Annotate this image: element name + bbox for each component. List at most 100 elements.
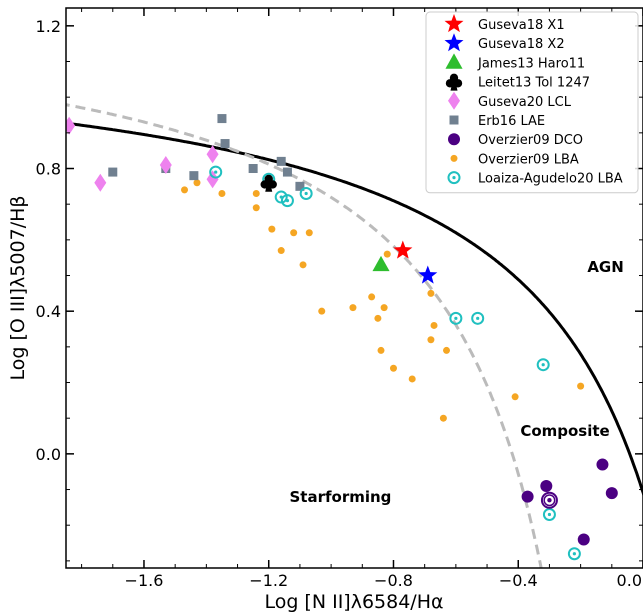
- point-overzier09-lba-18: [427, 289, 435, 297]
- x-tick-label: −0.4: [499, 571, 538, 590]
- point-overzier09-lba-15: [377, 346, 385, 354]
- point-loaiza-agudelo20-lba-4: [299, 186, 313, 200]
- point-overzier09-lba-7: [290, 229, 298, 237]
- point-erb16-lae-8: [295, 181, 305, 191]
- y-axis-title: Log [O III]λ5007/Hβ: [7, 195, 29, 380]
- point-erb16-lae-6: [276, 156, 286, 166]
- point-overzier09-lba-10: [318, 307, 326, 315]
- legend-label: Guseva18 X1: [478, 18, 565, 33]
- point-erb16-lae-3: [217, 114, 227, 124]
- point-guseva20-lcl-0: [66, 116, 76, 135]
- point-guseva20-lcl-3: [206, 145, 219, 164]
- point-overzier09-lba-11: [349, 304, 357, 312]
- legend-item: Loaiza-Agudelo20 LBA: [447, 171, 623, 187]
- legend-item: Guseva20 LCL: [448, 91, 572, 110]
- point-overzier09-lba-21: [443, 346, 451, 354]
- point-overzier09-lba-4: [252, 204, 260, 212]
- point-overzier09-lba-23: [383, 250, 391, 258]
- legend-marker: [448, 91, 460, 110]
- point-guseva18-x2-0: [418, 265, 438, 284]
- region-label-starforming: Starforming: [290, 488, 392, 506]
- legend-marker: [449, 115, 459, 125]
- point-overzier09-dco-4: [605, 487, 618, 500]
- legend-marker: [450, 154, 458, 162]
- point-overzier09-lba-17: [408, 375, 416, 383]
- legend-label: Guseva20 LCL: [478, 95, 572, 110]
- legend-item: Overzier09 DCO: [448, 133, 583, 148]
- legend-item: Overzier09 LBA: [450, 152, 579, 167]
- y-tick-label: 1.2: [36, 17, 61, 36]
- point-overzier09-lba-3: [252, 189, 260, 197]
- legend-label: Leitet13 Tol 1247: [478, 76, 590, 91]
- point-overzier09-lba-2: [218, 189, 226, 197]
- point-loaiza-agudelo20-lba-9: [567, 547, 581, 561]
- point-erb16-lae-2: [189, 171, 199, 181]
- point-loaiza-agudelo20-lba-3: [280, 194, 294, 208]
- point-erb16-lae-4: [220, 139, 230, 149]
- curve-kauffmann: [66, 103, 543, 568]
- point-overzier09-lba-9: [299, 261, 307, 269]
- point-overzier09-lba-13: [374, 314, 382, 322]
- point-loaiza-agudelo20-lba-6: [471, 311, 485, 325]
- point-overzier09-lba-16: [389, 364, 397, 372]
- point-overzier09-lba-12: [368, 293, 376, 301]
- point-overzier09-lba-1: [193, 179, 201, 187]
- region-labels: AGN Composite Starforming: [290, 258, 624, 506]
- x-tick-label: 0.0: [617, 571, 642, 590]
- legend-label: Loaiza-Agudelo20 LBA: [478, 172, 623, 187]
- point-guseva20-lcl-2: [159, 155, 172, 174]
- point-overzier09-dco-0: [521, 490, 534, 503]
- point-overzier09-dco-3: [596, 458, 609, 471]
- point-loaiza-agudelo20-lba-0: [209, 165, 223, 179]
- point-overzier09-dco-1: [540, 479, 553, 492]
- point-overzier09-lba-5: [268, 225, 276, 233]
- legend-marker: [445, 53, 463, 69]
- point-guseva20-lcl-1: [94, 173, 107, 192]
- point-loaiza-agudelo20-lba-8: [542, 507, 556, 521]
- axes: −1.6 −1.2 −0.8 −0.4 0.0 0.0 0.4 0.8 1.2: [36, 7, 643, 590]
- region-label-agn: AGN: [587, 258, 623, 276]
- point-guseva20-lcl-4: [206, 170, 219, 189]
- point-erb16-lae-7: [282, 167, 292, 177]
- legend: Guseva18 X1 Guseva18 X2 James13 Haro11 Leit…: [425, 11, 639, 194]
- y-tick-label: 0.8: [36, 160, 61, 179]
- legend-marker: [444, 14, 464, 33]
- legend-label: Erb16 LAE: [478, 114, 545, 129]
- point-loaiza-agudelo20-lba-5: [449, 311, 463, 325]
- region-label-composite: Composite: [520, 422, 609, 440]
- boundary-curves: [66, 103, 643, 568]
- y-tick-label: 0.4: [36, 302, 61, 321]
- curve-kewley: [66, 121, 643, 498]
- scatter-points: [66, 114, 618, 561]
- legend-marker: [444, 33, 464, 52]
- point-leitet13-tol-1247-0: [260, 174, 277, 192]
- point-overzier09-lba-25: [577, 382, 585, 390]
- x-tick-label: −1.2: [249, 571, 288, 590]
- point-overzier09-lba-0: [181, 186, 189, 194]
- x-tick-label: −1.6: [125, 571, 164, 590]
- x-axis-title: Log [N II]λ6584/Hα: [264, 591, 443, 613]
- legend-marker: [445, 73, 463, 91]
- point-overzier09-lba-19: [430, 321, 438, 329]
- legend-item: Guseva18 X2: [444, 33, 565, 52]
- point-overzier09-lba-8: [305, 229, 313, 237]
- point-overzier09-lba-22: [439, 414, 447, 422]
- point-james13-haro11-0: [372, 255, 390, 272]
- y-tick-label: 0.0: [36, 445, 61, 464]
- point-overzier09-lba-6: [277, 247, 285, 255]
- legend-label: Guseva18 X2: [478, 37, 565, 52]
- point-guseva18-x1-0: [393, 240, 413, 259]
- point-overzier09-lba-20: [427, 336, 435, 344]
- point-overzier09-lba-24: [511, 393, 519, 401]
- point-erb16-lae-5: [248, 164, 258, 174]
- legend-box: [425, 11, 639, 194]
- legend-item: Leitet13 Tol 1247: [445, 73, 590, 91]
- legend-item: Erb16 LAE: [449, 114, 545, 129]
- legend-label: Overzier09 LBA: [478, 152, 579, 167]
- point-overzier09-lba-14: [380, 304, 388, 312]
- point-overzier09-dco-2: [577, 533, 590, 546]
- point-erb16-lae-0: [108, 167, 118, 177]
- legend-marker: [448, 133, 460, 146]
- legend-marker: [447, 171, 461, 185]
